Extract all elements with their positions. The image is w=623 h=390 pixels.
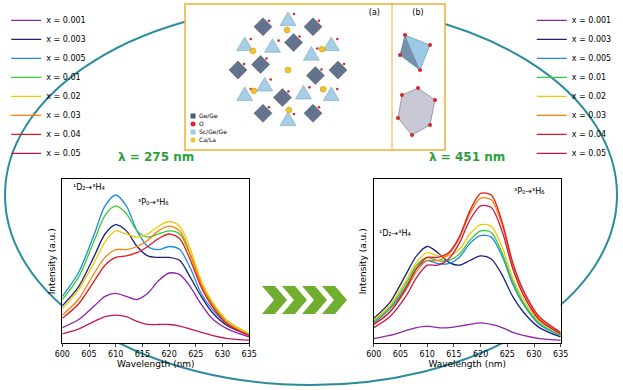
svg-text:605: 605 (81, 350, 96, 359)
svg-text:x = 0.001: x = 0.001 (572, 16, 611, 25)
svg-text:λ = 275 nm: λ = 275 nm (118, 150, 194, 164)
svg-text:³P₀→³H₆: ³P₀→³H₆ (138, 198, 168, 207)
svg-text:610: 610 (108, 350, 123, 359)
svg-text:(b): (b) (412, 8, 423, 17)
svg-text:615: 615 (135, 350, 150, 359)
svg-text:Ca/La: Ca/La (199, 136, 216, 143)
svg-text:x = 0.02: x = 0.02 (46, 92, 80, 101)
svg-text:620: 620 (161, 350, 176, 359)
svg-text:x = 0.005: x = 0.005 (572, 54, 611, 63)
svg-text:x = 0.01: x = 0.01 (572, 73, 606, 82)
svg-text:630: 630 (526, 350, 541, 359)
svg-text:x = 0.03: x = 0.03 (572, 111, 606, 120)
svg-text:λ = 451 nm: λ = 451 nm (429, 150, 505, 164)
svg-text:610: 610 (420, 350, 435, 359)
svg-text:630: 630 (215, 350, 230, 359)
svg-text:Wavelength (nm): Wavelength (nm) (117, 359, 195, 369)
svg-text:x = 0.005: x = 0.005 (46, 54, 85, 63)
svg-text:(a): (a) (369, 8, 380, 17)
svg-text:¹D₂→³H₄: ¹D₂→³H₄ (73, 183, 105, 192)
svg-text:Intensity (a.u.): Intensity (a.u.) (358, 228, 368, 294)
svg-text:³P₀→³H₆: ³P₀→³H₆ (514, 187, 544, 196)
svg-text:Wavelength (nm): Wavelength (nm) (428, 359, 506, 369)
svg-text:Sc/Ge/Ge: Sc/Ge/Ge (199, 128, 227, 135)
svg-text:x = 0.04: x = 0.04 (46, 130, 80, 139)
svg-text:Ge/Ge: Ge/Ge (199, 112, 218, 119)
svg-text:620: 620 (473, 350, 488, 359)
svg-text:635: 635 (553, 350, 568, 359)
svg-text:615: 615 (446, 350, 461, 359)
svg-text:x = 0.03: x = 0.03 (46, 111, 80, 120)
svg-text:605: 605 (393, 350, 408, 359)
svg-text:x = 0.003: x = 0.003 (572, 35, 611, 44)
svg-text:635: 635 (242, 350, 257, 359)
svg-text:x = 0.05: x = 0.05 (572, 149, 606, 158)
svg-text:x = 0.05: x = 0.05 (46, 149, 80, 158)
svg-text:x = 0.01: x = 0.01 (46, 73, 80, 82)
svg-text:625: 625 (500, 350, 515, 359)
svg-text:O: O (199, 120, 204, 127)
svg-text:x = 0.02: x = 0.02 (572, 92, 606, 101)
svg-text:625: 625 (188, 350, 203, 359)
svg-text:¹D₂→³H₄: ¹D₂→³H₄ (379, 229, 411, 238)
svg-text:x = 0.001: x = 0.001 (46, 16, 85, 25)
svg-text:Intensity (a.u.): Intensity (a.u.) (47, 228, 57, 294)
svg-text:600: 600 (55, 350, 70, 359)
svg-text:x = 0.04: x = 0.04 (572, 130, 606, 139)
svg-text:600: 600 (366, 350, 381, 359)
svg-text:x = 0.003: x = 0.003 (46, 35, 85, 44)
